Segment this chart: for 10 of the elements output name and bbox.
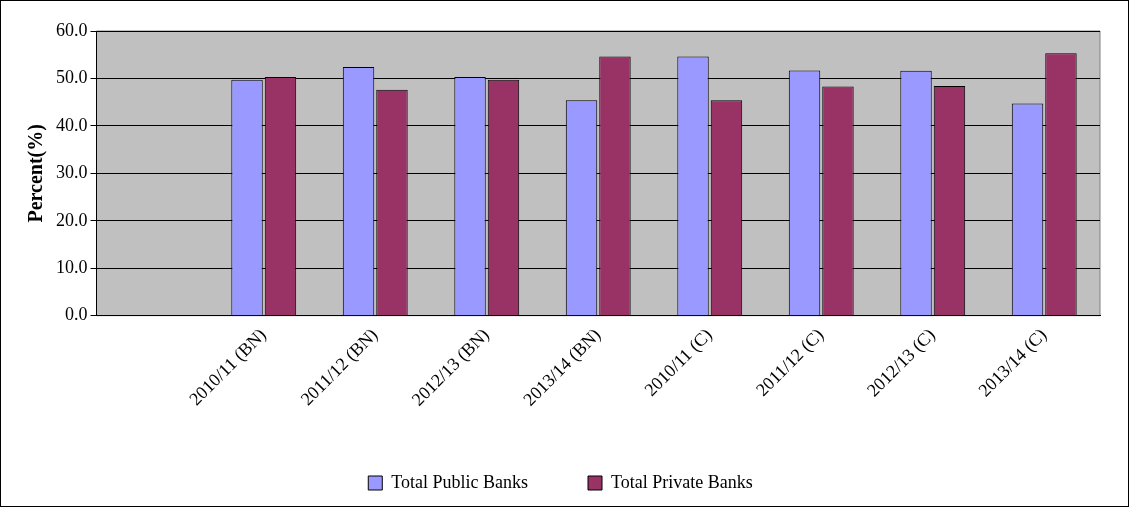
- legend-label: Total Private Banks: [611, 471, 753, 492]
- y-tick-label: 20.0: [56, 209, 88, 230]
- y-axis-title: Percent(%): [24, 124, 48, 223]
- y-tick-label: 50.0: [56, 67, 88, 88]
- y-tick-label: 30.0: [56, 162, 88, 183]
- legend-label: Total Public Banks: [391, 471, 529, 492]
- y-tick-label: 10.0: [56, 256, 88, 277]
- y-tick-label: 40.0: [56, 114, 88, 135]
- y-tick-label: 0.0: [65, 304, 88, 325]
- y-tick-label: 60.0: [56, 19, 88, 40]
